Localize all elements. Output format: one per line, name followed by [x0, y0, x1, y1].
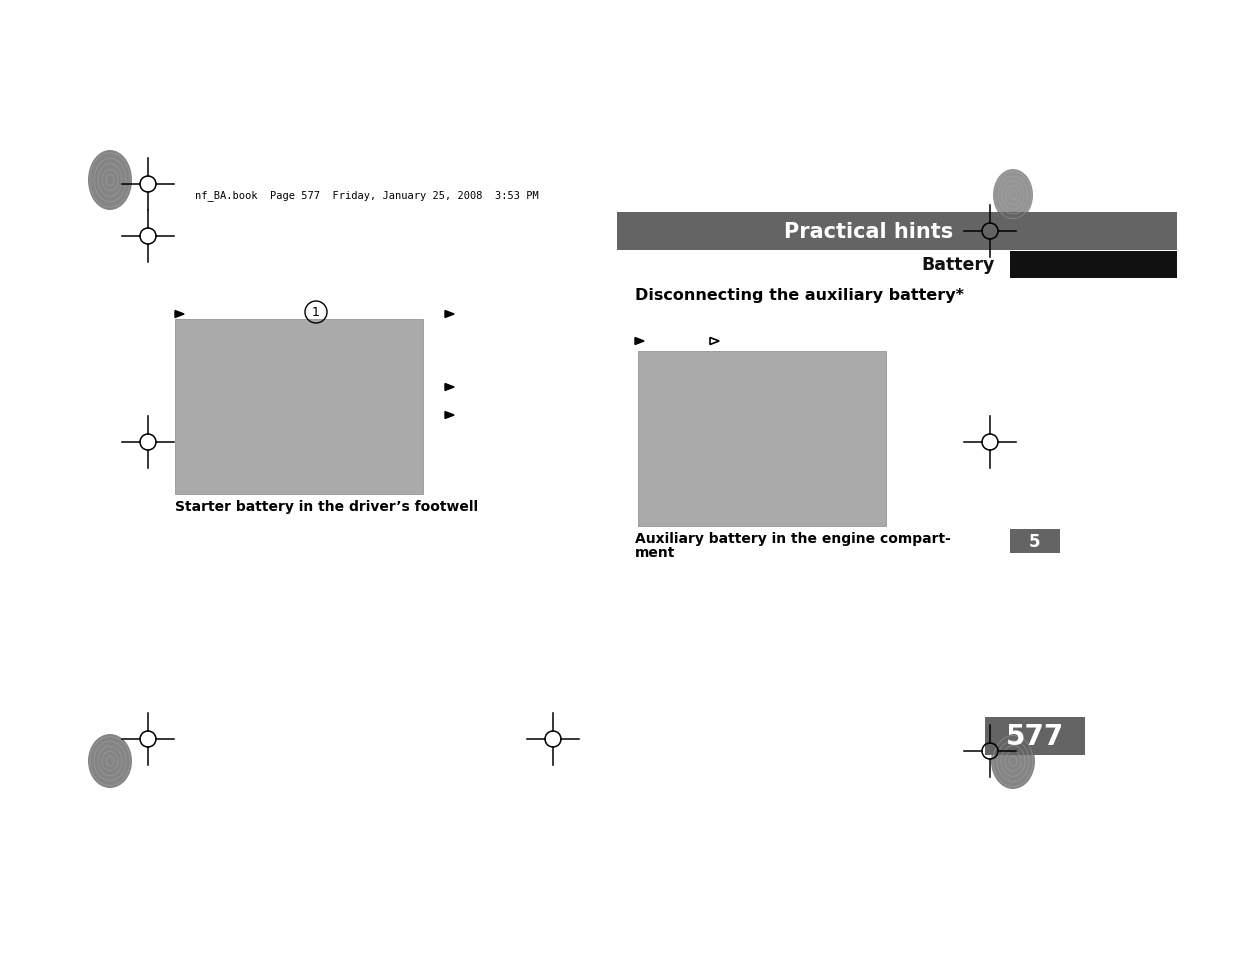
Polygon shape — [175, 312, 184, 318]
Polygon shape — [445, 384, 454, 391]
Ellipse shape — [990, 733, 1035, 789]
Polygon shape — [710, 338, 719, 345]
Bar — [986, 718, 1086, 755]
Ellipse shape — [993, 170, 1032, 222]
Bar — [1010, 530, 1060, 554]
Text: Disconnecting the auxiliary battery*: Disconnecting the auxiliary battery* — [635, 288, 965, 303]
Text: ment: ment — [635, 545, 676, 559]
Bar — [638, 352, 885, 526]
Bar — [175, 319, 424, 495]
Text: Starter battery in the driver’s footwell: Starter battery in the driver’s footwell — [175, 499, 478, 514]
Polygon shape — [445, 312, 454, 318]
Text: nf_BA.book  Page 577  Friday, January 25, 2008  3:53 PM: nf_BA.book Page 577 Friday, January 25, … — [195, 191, 538, 201]
Text: 5: 5 — [1029, 533, 1041, 551]
Ellipse shape — [88, 151, 132, 211]
Ellipse shape — [88, 734, 132, 788]
Polygon shape — [635, 338, 645, 345]
Text: 1: 1 — [312, 306, 320, 319]
Text: 577: 577 — [1005, 722, 1065, 750]
Bar — [618, 213, 1177, 251]
Text: Battery: Battery — [921, 255, 995, 274]
Text: Auxiliary battery in the engine compart-: Auxiliary battery in the engine compart- — [635, 532, 951, 545]
Polygon shape — [445, 412, 454, 419]
Text: Practical hints: Practical hints — [784, 222, 953, 242]
Bar — [1010, 252, 1177, 278]
